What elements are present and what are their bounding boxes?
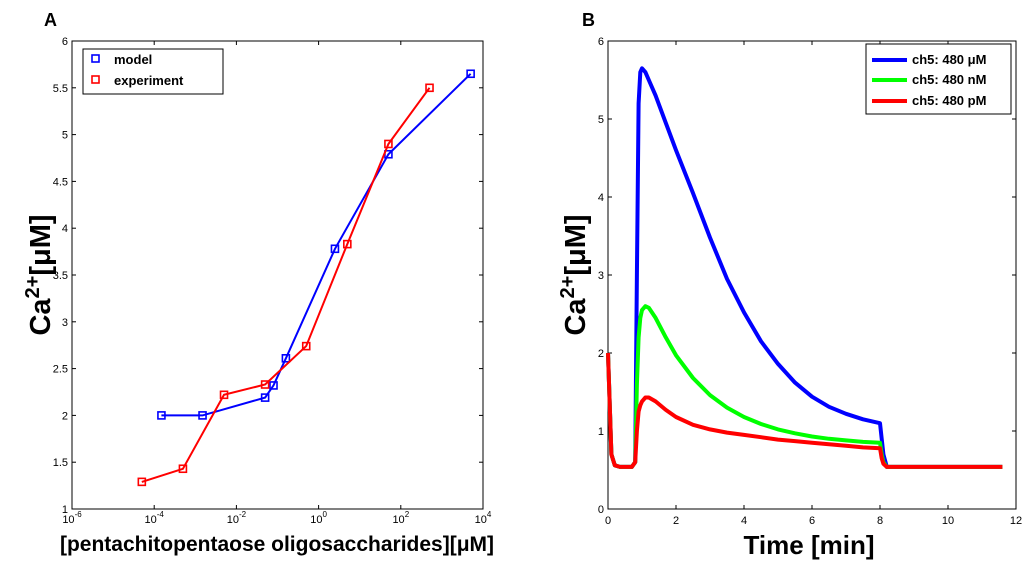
legend-label-model: model: [114, 52, 152, 67]
panel-a-y-tick-label: 5.5: [53, 83, 68, 95]
legend-label-480um: ch5: 480 μM: [912, 52, 986, 67]
legend-marker-experiment: [91, 75, 100, 84]
panel-b-x-tick-label: 6: [809, 515, 815, 527]
data-point-experiment: [301, 341, 311, 351]
series-line-experiment: [141, 87, 431, 483]
legend-label-480nm: ch5: 480 nM: [912, 72, 986, 87]
panel-b-y-tick-label: 6: [598, 36, 604, 48]
panel-a-y-tick-label: 4: [62, 223, 68, 235]
panel-a-y-tick-label: 1.5: [53, 457, 68, 469]
panel-a-x-tick-label: 10-4: [145, 510, 165, 526]
panel-b-y-tick-label: 3: [598, 270, 604, 282]
panel-b-x-tick-label: 12: [1010, 515, 1022, 527]
panel-a-x-tick-label: 10-6: [62, 510, 82, 526]
data-point-model: [260, 393, 270, 402]
panel-a-y-tick-label: 6: [62, 36, 68, 48]
panel-b-plot-area: [606, 66, 1003, 469]
data-point-model: [198, 411, 207, 420]
panel-a-x-tick-label: 100: [310, 510, 327, 526]
panel-a-y-tick-label: 3: [62, 317, 68, 329]
panel-a-y-tick-label: 4.5: [53, 176, 68, 188]
panel-a-ticks: 10-6 10-4 10-2 100 102 104 1 1.5 2 2.5 3 3.5 4 4.5 5 5.…: [53, 36, 492, 526]
panel-b-y-tick-label: 5: [598, 114, 604, 126]
panel-a-x-tick-label: 10-2: [227, 510, 247, 526]
panel-a-y-axis-label: Ca2+[μM]: [22, 214, 57, 335]
panel-a-y-tick-label: 3.5: [53, 270, 68, 282]
data-point-model: [269, 381, 278, 390]
panel-a-x-axis-label: [pentachitopentaose oligosaccharides][μM…: [60, 533, 494, 556]
legend-label-experiment: experiment: [114, 73, 184, 88]
panel-b-x-tick-label: 0: [605, 515, 611, 527]
panel-a: A 10-6 10-4 10-2 100 102 104 1 1.5 2 2.5 3 3.5 4 4.5 5…: [22, 10, 494, 556]
panel-a-plot-area: [137, 69, 475, 487]
panel-b-x-tick-label: 2: [673, 515, 679, 527]
panel-a-legend-box: [82, 48, 224, 95]
panel-b-y-axis-label: Ca2+[μM]: [557, 214, 592, 335]
data-point-model: [157, 411, 166, 420]
panel-a-y-tick-label: 2: [62, 410, 68, 422]
panel-a-x-tick-label: 102: [392, 510, 409, 526]
legend-marker-model: [91, 54, 100, 63]
panel-b-y-tick-label: 2: [598, 348, 604, 360]
panel-b-x-tick-label: 4: [741, 515, 747, 527]
panel-b-legend: ch5: 480 μM ch5: 480 nM ch5: 480 pM: [865, 43, 1012, 115]
panel-a-y-tick-label: 5: [62, 130, 68, 142]
panel-a-legend: model experiment: [82, 48, 224, 95]
panel-b-y-tick-label: 1: [598, 426, 604, 438]
panel-b-x-tick-label: 8: [877, 515, 883, 527]
panel-b-label: B: [582, 10, 595, 30]
panel-a-axes-box: [71, 40, 484, 510]
panel-a-y-tick-label: 1: [62, 504, 68, 516]
data-point-experiment: [384, 139, 393, 149]
data-point-experiment: [178, 464, 188, 474]
legend-label-480pm: ch5: 480 pM: [912, 93, 986, 108]
panel-b-x-axis-label: Time [min]: [744, 530, 875, 560]
panel-b-y-tick-label: 4: [598, 192, 604, 204]
data-point-model: [330, 244, 340, 254]
panel-a-label: A: [44, 10, 57, 30]
data-point-experiment: [425, 83, 434, 93]
data-point-model: [466, 69, 475, 79]
data-point-experiment: [219, 390, 229, 400]
data-point-experiment: [137, 477, 147, 487]
panel-b-axes-box: [607, 40, 1017, 510]
panel-b-y-tick-label: 0: [598, 504, 604, 516]
data-point-experiment: [260, 380, 270, 389]
data-point-model: [281, 354, 291, 363]
panel-b-x-tick-label: 10: [942, 515, 954, 527]
data-point-experiment: [343, 239, 352, 249]
panel-a-x-tick-label: 104: [475, 510, 492, 526]
panel-a-y-tick-label: 2.5: [53, 364, 68, 376]
series-line-ch5-480-pm: [606, 352, 1003, 469]
